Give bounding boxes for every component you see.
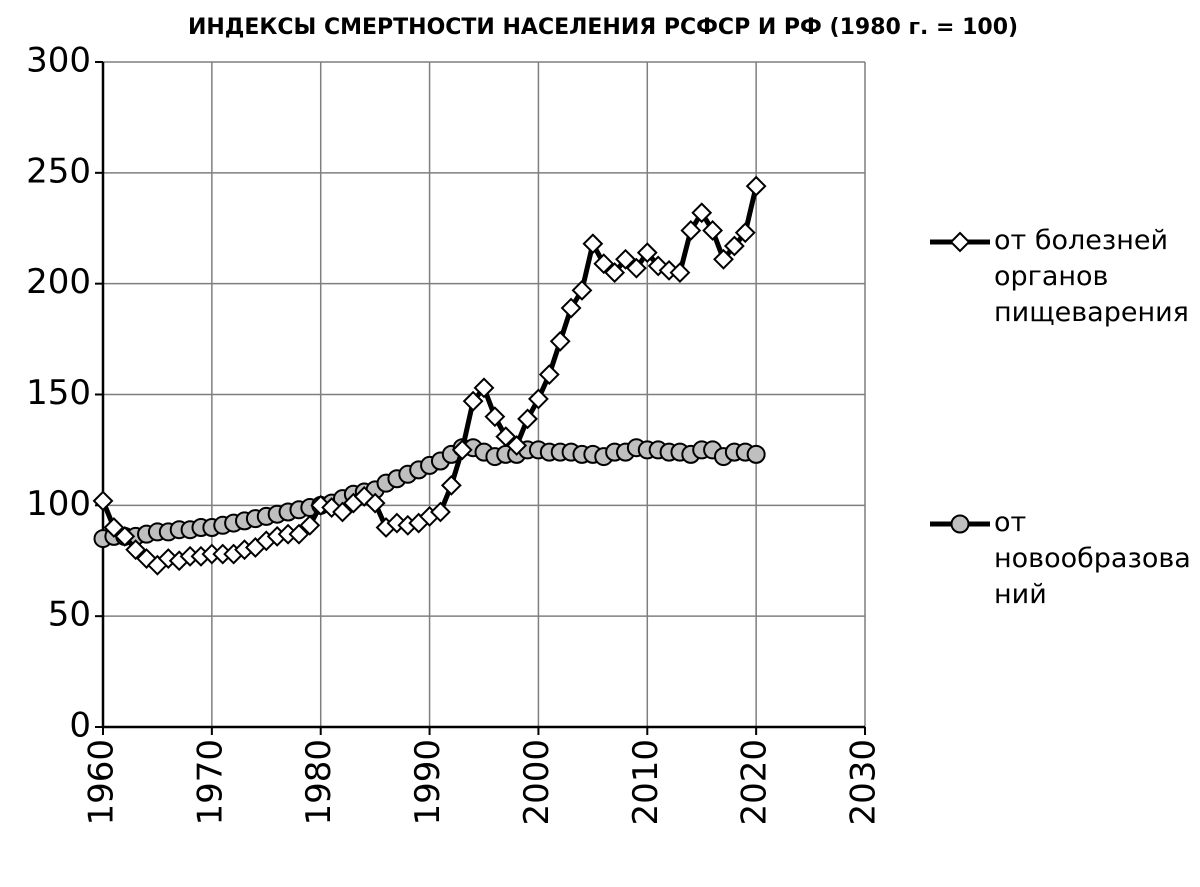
y-tick-label: 200 (26, 262, 91, 302)
diamond-marker (353, 486, 375, 507)
diamond-marker (528, 388, 549, 410)
diamond-marker (538, 364, 560, 385)
y-tick-label: 300 (26, 41, 91, 81)
y-tick-label: 100 (26, 484, 91, 524)
circle-marker (746, 444, 766, 464)
diamond-marker (713, 248, 734, 270)
diamond-marker (484, 406, 506, 428)
legend-marker (949, 231, 971, 253)
diamond-marker (745, 175, 767, 197)
x-tick-label: 1990 (408, 739, 448, 826)
x-tick-label: 2020 (735, 739, 775, 826)
diamond-marker (473, 377, 495, 399)
y-tick-label: 250 (26, 151, 91, 191)
y-tick-label: 0 (69, 706, 91, 746)
x-tick-label: 2000 (517, 739, 557, 826)
legend-label: от болезней органов пищеварения (994, 225, 1189, 328)
diamond-marker (625, 257, 647, 279)
x-tick-label: 2010 (626, 739, 666, 826)
diamond-marker (723, 235, 745, 257)
diamond-marker (288, 523, 310, 545)
legend-marker (950, 514, 970, 534)
diamond-marker (680, 220, 702, 241)
diamond-marker (669, 262, 691, 283)
diamond-marker (332, 501, 353, 523)
diamond-marker (549, 330, 571, 352)
diamond-marker (506, 435, 528, 456)
y-tick-label: 50 (48, 595, 91, 635)
diamond-marker (299, 514, 321, 536)
x-tick-label: 1960 (82, 739, 122, 826)
diamond-marker (571, 279, 593, 301)
diamond-marker (582, 233, 604, 255)
x-tick-label: 1980 (299, 739, 339, 826)
x-tick-label: 1970 (190, 739, 230, 826)
diamond-marker (495, 426, 517, 448)
diamond-marker (636, 242, 658, 264)
diamond-marker (451, 439, 473, 461)
diamond-marker (103, 517, 125, 538)
diamond-marker (92, 490, 114, 512)
diamond-marker (462, 390, 484, 412)
diamond-marker (702, 220, 724, 241)
x-tick-label: 2030 (844, 739, 884, 826)
diamond-marker (440, 474, 462, 496)
diamond-marker (734, 222, 756, 244)
diamond-marker (604, 262, 626, 283)
diamond-marker (593, 253, 615, 275)
legend-label: от новообразований (994, 507, 1191, 610)
diamond-marker (691, 202, 713, 224)
chart-title: ИНДЕКСЫ СМЕРТНОСТИ НАСЕЛЕНИЯ РСФСР И РФ … (188, 15, 1018, 40)
y-tick-label: 150 (26, 373, 91, 413)
diamond-marker (114, 525, 136, 547)
diamond-marker (615, 248, 636, 270)
diamond-marker (560, 297, 582, 319)
diamond-marker (517, 408, 538, 430)
diamond-marker (430, 501, 451, 523)
diamond-marker (364, 492, 386, 514)
diamond-marker (125, 539, 147, 561)
